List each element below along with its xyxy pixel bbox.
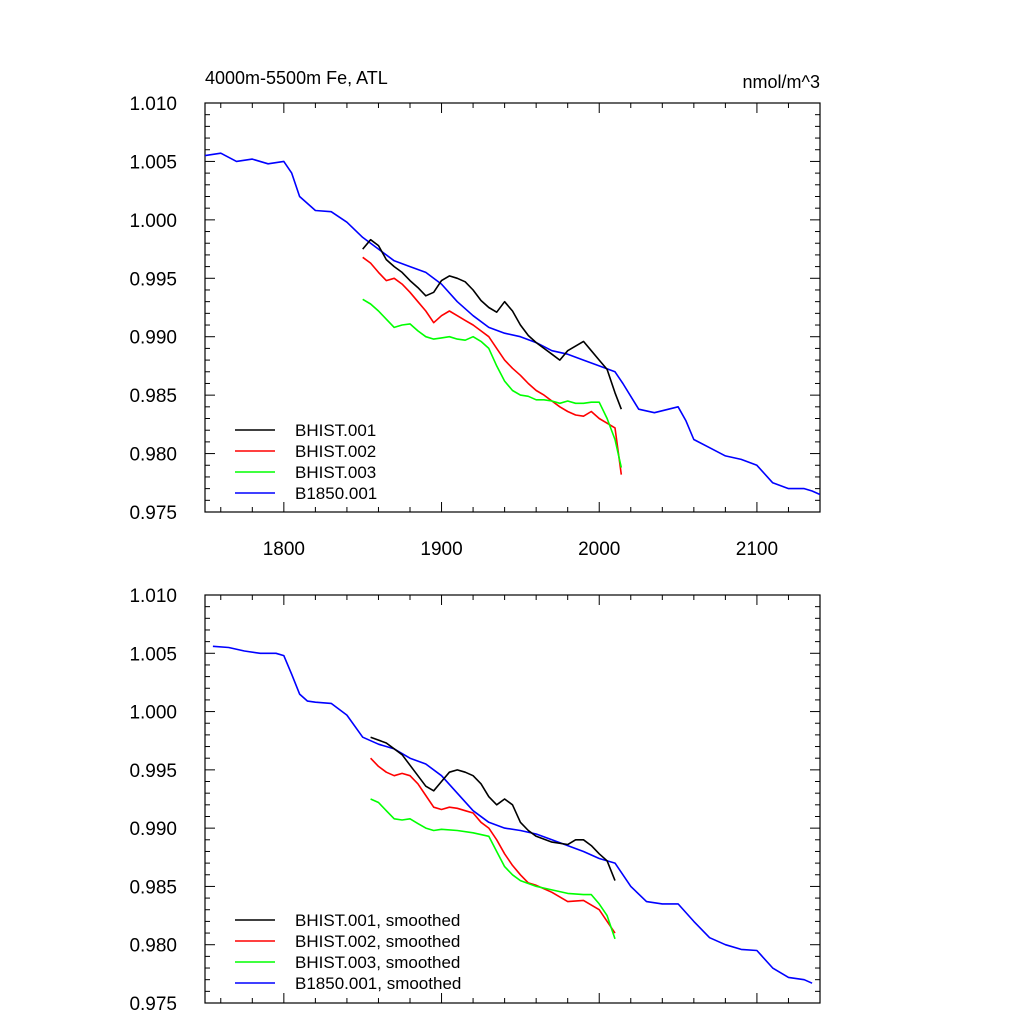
- chart-title: 4000m-5500m Fe, ATL: [205, 68, 388, 88]
- legend-label: BHIST.002: [295, 442, 376, 461]
- y-tick-label: 0.980: [129, 445, 177, 466]
- series-group: [212, 645, 813, 984]
- plot-frame: [204, 102, 821, 513]
- bottom-panel: 0.975 0.980 0.985 0.990 0.995 1.000 1.005 1.010…: [129, 586, 821, 1015]
- y-tick-label: 0.990: [129, 819, 177, 840]
- series-line-bhist-002-smoothed: [370, 757, 616, 934]
- y-tick-label: 0.990: [129, 328, 177, 349]
- y-tick-label: 0.985: [129, 386, 177, 407]
- legend-label: BHIST.003: [295, 463, 376, 482]
- y-tick-label: 0.980: [129, 936, 177, 957]
- y-tick-label: 1.005: [129, 644, 177, 665]
- y-tick-label: 1.000: [129, 703, 177, 724]
- legend-label: BHIST.002, smoothed: [295, 932, 460, 951]
- series-line-bhist-001: [362, 238, 623, 410]
- legend-label: BHIST.001: [295, 421, 376, 440]
- series-group: [205, 152, 820, 496]
- top-panel: 0.975 0.980 0.985 0.990 0.995 1.000 1.005 1.010…: [129, 68, 821, 560]
- legend-label: B1850.001: [295, 484, 377, 503]
- series-line-bhist-003-smoothed: [370, 798, 616, 940]
- units-label: nmol/m^3: [743, 72, 820, 92]
- y-tick-label: 0.995: [129, 269, 177, 290]
- y-tick-label: 1.010: [129, 586, 177, 607]
- y-tick-label: 1.000: [129, 211, 177, 232]
- x-tick-label: 2100: [736, 539, 778, 560]
- series-line-bhist-001-smoothed: [370, 736, 616, 881]
- x-tick-label: 1900: [420, 539, 462, 560]
- series-line-b1850-001: [205, 152, 820, 496]
- plot-frame: [204, 594, 821, 1004]
- series-line-b1850-001-smoothed: [212, 645, 813, 984]
- legend-label: B1850.001, smoothed: [295, 974, 461, 993]
- y-tick-label: 1.005: [129, 152, 177, 173]
- y-tick-label: 0.995: [129, 761, 177, 782]
- legend-label: BHIST.001, smoothed: [295, 911, 460, 930]
- legend-label: BHIST.003, smoothed: [295, 953, 460, 972]
- y-tick-label: 0.975: [129, 503, 177, 524]
- series-line-bhist-002: [362, 256, 623, 475]
- y-tick-label: 0.985: [129, 877, 177, 898]
- series-line-bhist-003: [362, 298, 623, 468]
- x-tick-label: 2000: [578, 539, 620, 560]
- y-tick-label: 1.010: [129, 94, 177, 115]
- x-tick-label: 1800: [263, 539, 305, 560]
- y-tick-label: 0.975: [129, 994, 177, 1015]
